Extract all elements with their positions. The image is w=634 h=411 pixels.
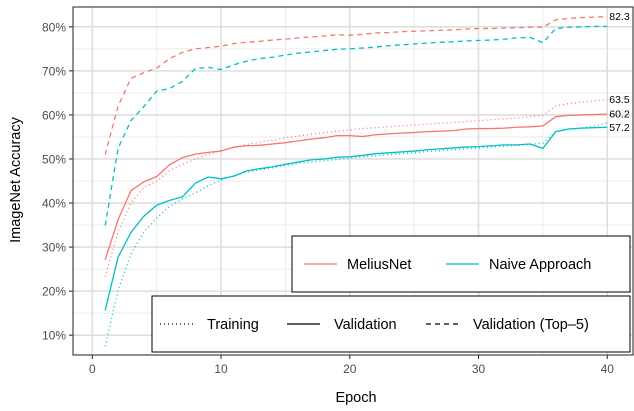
- x-tick-label: 20: [343, 362, 357, 376]
- x-tick-label: 30: [472, 362, 486, 376]
- x-axis: 0 10 20 30 40: [89, 355, 614, 376]
- y-tick-label: 20%: [42, 285, 66, 299]
- x-axis-title: Epoch: [335, 390, 376, 406]
- x-tick-label: 10: [214, 362, 228, 376]
- y-tick-label: 40%: [42, 197, 66, 211]
- y-tick-label: 80%: [42, 20, 66, 34]
- legend-linetype-box: [151, 295, 631, 353]
- legend-label-naive-approach: Naive Approach: [489, 257, 591, 273]
- series-line-meliusnet-validation-top-5: [104, 16, 608, 155]
- series-line-meliusnet-validation: [104, 113, 608, 261]
- end-value-label: 57.2: [609, 122, 630, 134]
- y-tick-label: 60%: [42, 108, 66, 122]
- end-value-labels: 82.3 63.5 60.257.2: [609, 11, 630, 134]
- x-tick-label: 40: [601, 362, 615, 376]
- y-tick-label: 50%: [42, 152, 66, 166]
- x-tick-label: 0: [89, 362, 96, 376]
- y-tick-label: 10%: [42, 329, 66, 343]
- y-axis-title: ImageNet Accuracy: [8, 116, 24, 242]
- end-value-label: 63.5: [609, 94, 630, 106]
- legend-linetype: Training Validation Validation (Top–5): [151, 295, 631, 353]
- end-value-label: 82.3: [609, 11, 630, 23]
- y-tick-label: 30%: [42, 241, 66, 255]
- y-axis: 10% 20% 30% 40% 50% 60% 70% 80%: [42, 20, 73, 343]
- legend-label-validation: Validation: [334, 317, 397, 333]
- series-line-naive-approach-validation: [104, 126, 608, 311]
- plot-panel-border: [72, 6, 634, 356]
- legend-series: MeliusNet Naive Approach: [291, 235, 631, 293]
- legend-label-meliusnet: MeliusNet: [347, 257, 411, 273]
- legend-label-training: Training: [207, 317, 259, 333]
- series-line-naive-approach-validation-top-5: [104, 25, 608, 226]
- legend-label-validation-top5: Validation (Top–5): [473, 317, 589, 333]
- end-value-label: 60.2: [609, 109, 630, 121]
- series-lines: [104, 16, 608, 347]
- y-tick-label: 70%: [42, 64, 66, 78]
